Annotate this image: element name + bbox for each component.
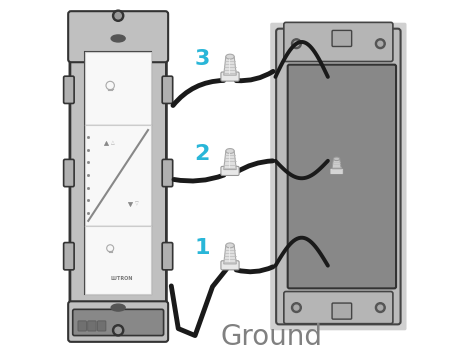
FancyBboxPatch shape xyxy=(270,23,407,330)
Circle shape xyxy=(378,41,383,46)
Circle shape xyxy=(115,327,121,333)
Text: 2: 2 xyxy=(194,144,210,164)
Polygon shape xyxy=(224,245,237,264)
FancyBboxPatch shape xyxy=(73,309,164,336)
Ellipse shape xyxy=(334,157,340,161)
Circle shape xyxy=(115,13,121,19)
Circle shape xyxy=(375,303,385,313)
FancyBboxPatch shape xyxy=(221,261,239,270)
Text: 3: 3 xyxy=(194,50,210,69)
Ellipse shape xyxy=(226,149,234,153)
FancyBboxPatch shape xyxy=(276,29,401,324)
Text: 1: 1 xyxy=(194,238,210,258)
FancyBboxPatch shape xyxy=(162,159,173,187)
Ellipse shape xyxy=(111,304,125,311)
Text: LUTRON: LUTRON xyxy=(110,276,133,281)
FancyBboxPatch shape xyxy=(85,52,151,125)
FancyBboxPatch shape xyxy=(85,52,151,293)
FancyBboxPatch shape xyxy=(332,303,352,319)
Text: Ground: Ground xyxy=(221,323,323,351)
FancyBboxPatch shape xyxy=(330,168,343,175)
Circle shape xyxy=(375,39,385,48)
Text: ▽: ▽ xyxy=(136,201,139,206)
Text: △: △ xyxy=(111,141,115,145)
FancyBboxPatch shape xyxy=(68,301,168,342)
Circle shape xyxy=(292,39,301,48)
Ellipse shape xyxy=(226,54,234,59)
Polygon shape xyxy=(332,159,341,171)
Circle shape xyxy=(112,10,124,21)
FancyBboxPatch shape xyxy=(221,166,239,176)
FancyBboxPatch shape xyxy=(221,72,239,81)
Ellipse shape xyxy=(111,35,125,42)
FancyBboxPatch shape xyxy=(88,321,96,331)
Polygon shape xyxy=(224,151,237,170)
FancyBboxPatch shape xyxy=(68,11,168,62)
FancyBboxPatch shape xyxy=(162,76,173,103)
FancyBboxPatch shape xyxy=(162,242,173,270)
FancyBboxPatch shape xyxy=(332,30,352,46)
FancyBboxPatch shape xyxy=(64,76,74,103)
FancyBboxPatch shape xyxy=(64,159,74,187)
Circle shape xyxy=(112,325,124,336)
FancyBboxPatch shape xyxy=(78,321,86,331)
FancyBboxPatch shape xyxy=(85,226,151,293)
Polygon shape xyxy=(224,57,237,75)
FancyBboxPatch shape xyxy=(70,22,166,324)
Circle shape xyxy=(378,305,383,310)
Circle shape xyxy=(292,303,301,313)
Circle shape xyxy=(294,41,299,46)
FancyBboxPatch shape xyxy=(98,321,106,331)
FancyBboxPatch shape xyxy=(284,22,393,62)
Circle shape xyxy=(294,305,299,310)
FancyBboxPatch shape xyxy=(288,65,396,289)
FancyBboxPatch shape xyxy=(284,291,393,324)
FancyBboxPatch shape xyxy=(85,125,151,226)
FancyBboxPatch shape xyxy=(64,242,74,270)
Ellipse shape xyxy=(226,243,234,248)
